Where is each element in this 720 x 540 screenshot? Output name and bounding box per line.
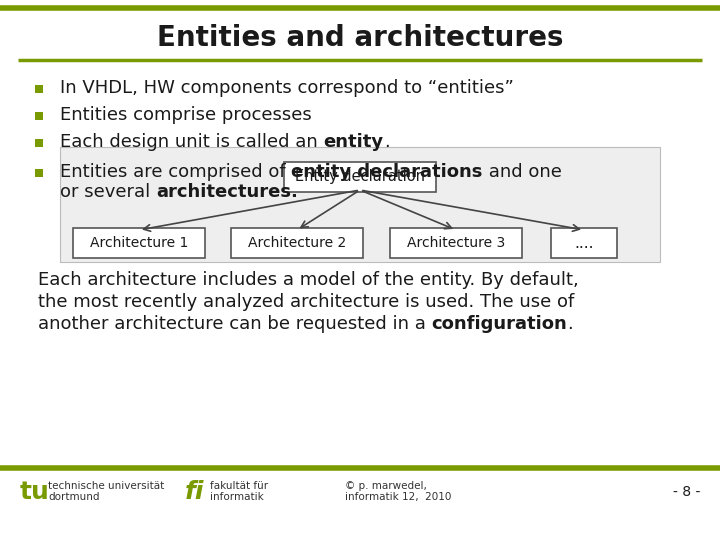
Text: dortmund: dortmund xyxy=(48,492,99,502)
Text: Architecture 3: Architecture 3 xyxy=(407,236,505,250)
Text: configuration: configuration xyxy=(431,315,567,333)
Text: Architecture 1: Architecture 1 xyxy=(90,236,188,250)
Text: informatik 12,  2010: informatik 12, 2010 xyxy=(345,492,451,502)
FancyBboxPatch shape xyxy=(551,228,617,258)
Text: fi: fi xyxy=(185,480,204,504)
FancyBboxPatch shape xyxy=(60,147,660,262)
Bar xyxy=(35,111,43,119)
Bar xyxy=(35,84,43,92)
Text: .: . xyxy=(567,315,573,333)
Text: Entities and architectures: Entities and architectures xyxy=(157,24,563,52)
Text: Entities comprise processes: Entities comprise processes xyxy=(60,106,312,124)
Text: Architecture 2: Architecture 2 xyxy=(248,236,346,250)
Text: Each architecture includes a model of the entity. By default,: Each architecture includes a model of th… xyxy=(38,271,579,289)
Text: entity declarations: entity declarations xyxy=(292,163,482,181)
Text: informatik: informatik xyxy=(210,492,264,502)
Text: .: . xyxy=(384,133,390,151)
Text: another architecture can be requested in a: another architecture can be requested in… xyxy=(38,315,431,333)
Text: fakultät für: fakultät für xyxy=(210,481,268,491)
Text: Entity declaration: Entity declaration xyxy=(295,170,425,185)
Text: Each design unit is called an: Each design unit is called an xyxy=(60,133,323,151)
Text: tu: tu xyxy=(20,480,50,504)
FancyBboxPatch shape xyxy=(390,228,522,258)
FancyBboxPatch shape xyxy=(73,228,205,258)
Text: and one: and one xyxy=(482,163,562,181)
Text: the most recently analyzed architecture is used. The use of: the most recently analyzed architecture … xyxy=(38,293,575,311)
Text: Entities are comprised of: Entities are comprised of xyxy=(60,163,292,181)
Bar xyxy=(35,138,43,146)
Text: architectures.: architectures. xyxy=(156,183,298,201)
Text: or several: or several xyxy=(60,183,156,201)
Text: © p. marwedel,: © p. marwedel, xyxy=(345,481,427,491)
Text: ....: .... xyxy=(575,235,594,251)
Bar xyxy=(35,168,43,177)
Text: entity: entity xyxy=(323,133,384,151)
Text: In VHDL, HW components correspond to “entities”: In VHDL, HW components correspond to “en… xyxy=(60,79,514,97)
FancyBboxPatch shape xyxy=(284,162,436,192)
Text: - 8 -: - 8 - xyxy=(672,485,700,499)
Text: technische universität: technische universität xyxy=(48,481,164,491)
FancyBboxPatch shape xyxy=(231,228,363,258)
